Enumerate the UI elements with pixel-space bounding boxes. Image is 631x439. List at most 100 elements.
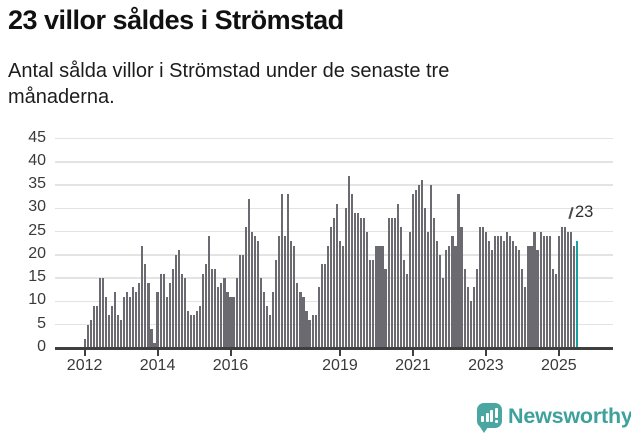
- bar: [177, 250, 180, 348]
- logo-exclamation-icon: [494, 408, 498, 418]
- bar: [132, 287, 135, 348]
- bar: [180, 273, 183, 348]
- bar: [347, 175, 351, 348]
- bar: [493, 236, 497, 348]
- bar: [320, 264, 323, 348]
- bar: [123, 296, 126, 348]
- bar: [183, 278, 186, 348]
- y-axis-tick-label: 20: [28, 244, 46, 262]
- logo-mini-bar: [485, 413, 489, 422]
- bar: [329, 226, 332, 348]
- bar: [192, 315, 196, 348]
- bar: [226, 292, 229, 348]
- bar: [168, 282, 171, 348]
- logo-mini-bar: [481, 416, 484, 422]
- x-axis-tick-label: 2019: [322, 357, 358, 374]
- bar: [420, 180, 424, 348]
- bar: [503, 240, 506, 348]
- bar: [214, 268, 217, 348]
- bar: [314, 315, 317, 348]
- bar: [554, 273, 557, 348]
- bar: [275, 259, 278, 348]
- x-axis-tick-label: 2021: [395, 357, 431, 374]
- bar: [162, 273, 165, 348]
- x-axis-tick-label: 2016: [212, 357, 249, 374]
- bar: [551, 268, 554, 348]
- bar: [311, 315, 314, 348]
- logo-exclamation-dot: [494, 420, 498, 423]
- bar: [278, 236, 281, 348]
- bar: [460, 226, 463, 348]
- newsworthy-logo-icon: [477, 403, 502, 428]
- bar: [572, 245, 576, 348]
- bar: [326, 245, 329, 348]
- y-axis-tick-label: 25: [28, 221, 46, 239]
- bar: [484, 231, 487, 348]
- bar: [195, 310, 199, 348]
- bar: [369, 259, 372, 348]
- bar: [89, 320, 92, 348]
- bar: [439, 254, 442, 348]
- bar: [92, 306, 95, 348]
- bar: [423, 208, 427, 348]
- bar: [569, 231, 573, 348]
- bar: [165, 296, 168, 348]
- bar: [478, 226, 481, 348]
- bar: [250, 231, 253, 348]
- x-axis-tick-label: 2025: [541, 357, 577, 374]
- bar: [463, 268, 466, 348]
- chart-title: 23 villor såldes i Strömstad: [8, 5, 344, 35]
- x-axis-tick: [557, 349, 560, 356]
- bar: [542, 236, 545, 348]
- bar: [496, 236, 500, 348]
- bar: [445, 250, 448, 348]
- bar: [366, 231, 369, 348]
- bar: [414, 189, 418, 348]
- bar: [256, 240, 259, 348]
- bar: [530, 245, 533, 348]
- bar: [98, 278, 101, 348]
- bar: [363, 217, 366, 348]
- bar: [563, 226, 566, 348]
- bar: [387, 217, 390, 348]
- bar: [271, 292, 275, 348]
- bar: [265, 306, 269, 348]
- bar: [360, 217, 363, 348]
- bar: [378, 245, 381, 348]
- highlighted-bar: [575, 240, 579, 348]
- bar: [223, 278, 226, 348]
- bar: [351, 194, 354, 348]
- bar: [396, 203, 399, 348]
- bar: [113, 292, 117, 348]
- bar: [448, 245, 451, 348]
- bar: [262, 292, 266, 348]
- bar: [436, 240, 439, 348]
- bar: [527, 245, 530, 348]
- bar: [290, 240, 293, 348]
- bar: [238, 254, 241, 348]
- x-axis-tick: [229, 349, 232, 356]
- x-axis-tick-label: 2012: [66, 357, 103, 374]
- bar: [512, 240, 515, 348]
- y-axis-tick-label: 35: [28, 175, 46, 193]
- x-axis-tick: [484, 349, 487, 356]
- bar: [487, 240, 490, 348]
- x-axis-tick: [338, 349, 341, 356]
- bar: [381, 245, 384, 348]
- bar: [159, 273, 162, 348]
- bar: [490, 250, 494, 348]
- bar: [247, 199, 250, 348]
- bar: [518, 250, 521, 348]
- annotation-value-label: 23: [575, 203, 594, 221]
- logo-speech-tail: [480, 427, 488, 433]
- bar: [545, 236, 548, 348]
- bar: [338, 240, 342, 348]
- gridline: [55, 137, 613, 140]
- y-axis-tick-label: 45: [28, 128, 46, 146]
- bar: [83, 338, 86, 348]
- bar: [390, 217, 393, 348]
- x-axis-tick: [156, 349, 159, 356]
- bar: [229, 296, 232, 348]
- bar: [126, 292, 129, 348]
- bar: [557, 236, 560, 348]
